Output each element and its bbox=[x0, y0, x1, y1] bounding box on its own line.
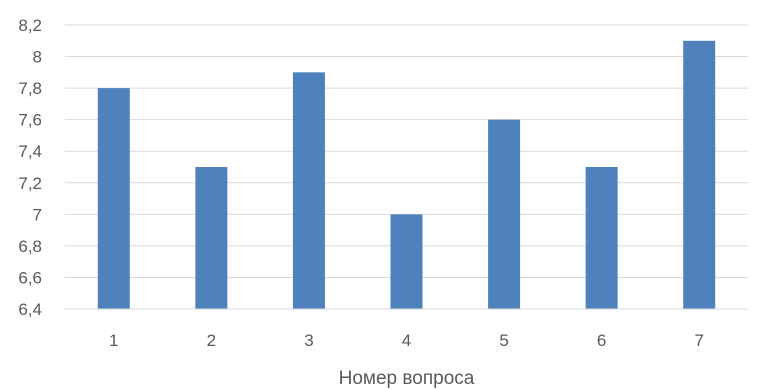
y-tick-label: 6,6 bbox=[18, 268, 42, 287]
y-tick-label: 7 bbox=[33, 205, 42, 224]
bar bbox=[488, 119, 521, 310]
bar bbox=[97, 88, 130, 309]
bar bbox=[585, 167, 618, 309]
x-axis-title: Номер вопроса bbox=[339, 368, 475, 389]
y-tick-label: 6,8 bbox=[18, 237, 42, 256]
y-tick-label: 8,2 bbox=[18, 16, 42, 35]
x-tick-label: 7 bbox=[694, 331, 703, 350]
y-tick-label: 7,2 bbox=[18, 174, 42, 193]
x-tick-label: 6 bbox=[597, 331, 606, 350]
y-tick-label: 7,4 bbox=[18, 142, 42, 161]
y-tick-label: 7,8 bbox=[18, 79, 42, 98]
gridlines bbox=[65, 24, 748, 278]
bar bbox=[390, 214, 423, 309]
y-tick-label: 6,4 bbox=[18, 300, 42, 319]
y-tick-label: 8 bbox=[33, 48, 42, 67]
bars bbox=[97, 40, 716, 310]
x-tick-label: 2 bbox=[207, 331, 216, 350]
y-axis-tick-labels: 6,4 6,6 6,8 7 7,2 7,4 7,6 7,8 8 8,2 bbox=[18, 16, 42, 319]
x-tick-label: 5 bbox=[499, 331, 508, 350]
x-tick-label: 3 bbox=[304, 331, 313, 350]
bar bbox=[292, 72, 325, 309]
bar bbox=[195, 167, 228, 309]
x-axis-tick-labels: 1 2 3 4 5 6 7 bbox=[109, 331, 704, 350]
bar bbox=[683, 40, 716, 310]
x-tick-label: 4 bbox=[402, 331, 411, 350]
x-tick-label: 1 bbox=[109, 331, 118, 350]
y-tick-label: 7,6 bbox=[18, 111, 42, 130]
